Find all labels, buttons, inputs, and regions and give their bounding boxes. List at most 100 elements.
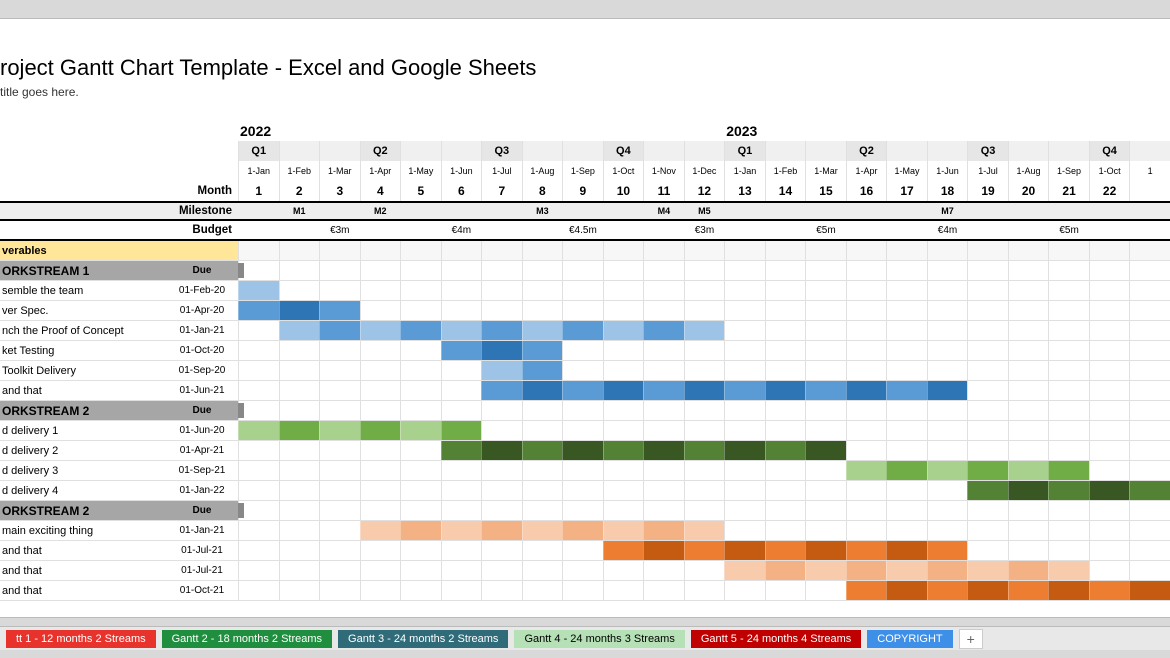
- sheet-tab[interactable]: COPYRIGHT: [867, 630, 952, 648]
- milestone-cell: M7: [927, 203, 968, 219]
- sheet-tabs: tt 1 - 12 months 2 Streams Gantt 2 - 18 m…: [0, 626, 1170, 650]
- budget-cell: [765, 221, 806, 239]
- milestone-cell: [1089, 203, 1130, 219]
- workstream-header: ORKSTREAM 1Due: [0, 261, 1170, 281]
- date-cell: 1-Sep: [562, 161, 603, 181]
- budget-cell: €5m: [805, 221, 846, 239]
- sheet-tab[interactable]: Gantt 4 - 24 months 3 Streams: [514, 630, 684, 648]
- task-row[interactable]: and that01-Oct-21: [0, 581, 1170, 601]
- milestone-cell: [1048, 203, 1089, 219]
- task-row[interactable]: semble the team01-Feb-20: [0, 281, 1170, 301]
- year-label: 2023: [726, 123, 757, 139]
- task-row[interactable]: ket Testing01-Oct-20: [0, 341, 1170, 361]
- task-row[interactable]: and that01-Jul-21: [0, 561, 1170, 581]
- quarter-cell: Q4: [1089, 141, 1130, 161]
- task-row[interactable]: nch the Proof of Concept01-Jan-21: [0, 321, 1170, 341]
- budget-cell: €3m: [684, 221, 725, 239]
- milestone-cell: M3: [522, 203, 563, 219]
- month-num-cell: 21: [1048, 181, 1089, 201]
- spreadsheet-canvas: roject Gantt Chart Template - Excel and …: [0, 18, 1170, 618]
- date-cell: 1-May: [886, 161, 927, 181]
- date-cell: 1-Nov: [643, 161, 684, 181]
- quarter-cell: [643, 141, 684, 161]
- quarter-cell: [1008, 141, 1049, 161]
- budget-cell: [886, 221, 927, 239]
- workstream-stub: [238, 263, 244, 278]
- task-row[interactable]: d delivery 301-Sep-21: [0, 461, 1170, 481]
- budget-cell: [400, 221, 441, 239]
- month-num-cell: 18: [927, 181, 968, 201]
- milestone-cell: [765, 203, 806, 219]
- date-cell: 1: [1129, 161, 1170, 181]
- page-title: roject Gantt Chart Template - Excel and …: [0, 55, 1170, 81]
- milestone-cell: [1008, 203, 1049, 219]
- quarter-cell: Q3: [967, 141, 1008, 161]
- sheet-tab[interactable]: tt 1 - 12 months 2 Streams: [6, 630, 156, 648]
- title-area: roject Gantt Chart Template - Excel and …: [0, 19, 1170, 99]
- milestone-cell: [441, 203, 482, 219]
- month-num-cell: 22: [1089, 181, 1130, 201]
- sheet-tab[interactable]: Gantt 2 - 18 months 2 Streams: [162, 630, 332, 648]
- task-row[interactable]: d delivery 101-Jun-20: [0, 421, 1170, 441]
- task-row[interactable]: and that01-Jun-21: [0, 381, 1170, 401]
- date-cell: 1-Jul: [481, 161, 522, 181]
- milestone-cell: [603, 203, 644, 219]
- quarter-cell: [441, 141, 482, 161]
- date-cell: 1-Apr: [846, 161, 887, 181]
- task-row[interactable]: d delivery 401-Jan-22: [0, 481, 1170, 501]
- milestone-cell: [805, 203, 846, 219]
- month-num-cell: 8: [522, 181, 563, 201]
- year-label: 2022: [240, 123, 271, 139]
- budget-cell: [643, 221, 684, 239]
- task-row[interactable]: and that01-Jul-21: [0, 541, 1170, 561]
- month-num-cell: 15: [805, 181, 846, 201]
- date-row: 1-Jan1-Feb1-Mar1-Apr1-May1-Jun1-Jul1-Aug…: [0, 161, 1170, 181]
- sheet-tab[interactable]: Gantt 3 - 24 months 2 Streams: [338, 630, 508, 648]
- date-cell: 1-Feb: [765, 161, 806, 181]
- month-num-cell: 2: [279, 181, 320, 201]
- budget-cell: €3m: [319, 221, 360, 239]
- workstream-header: ORKSTREAM 2Due: [0, 401, 1170, 421]
- quarter-cell: [522, 141, 563, 161]
- task-row[interactable]: Toolkit Delivery01-Sep-20: [0, 361, 1170, 381]
- month-num-cell: 17: [886, 181, 927, 201]
- sheet-tab[interactable]: Gantt 5 - 24 months 4 Streams: [691, 630, 861, 648]
- month-num-cell: 19: [967, 181, 1008, 201]
- milestone-cell: [238, 203, 279, 219]
- budget-cell: [481, 221, 522, 239]
- quarter-cell: [1048, 141, 1089, 161]
- milestone-cell: [886, 203, 927, 219]
- quarter-cell: Q3: [481, 141, 522, 161]
- quarter-cell: [886, 141, 927, 161]
- milestone-cell: [724, 203, 765, 219]
- quarter-cell: Q1: [724, 141, 765, 161]
- quarter-cell: [927, 141, 968, 161]
- quarter-cell: [805, 141, 846, 161]
- budget-cell: €4.5m: [562, 221, 603, 239]
- month-num-cell: 11: [643, 181, 684, 201]
- add-sheet-button[interactable]: +: [959, 629, 983, 649]
- budget-cell: [522, 221, 563, 239]
- milestone-cell: M5: [684, 203, 725, 219]
- milestone-cell: [319, 203, 360, 219]
- milestone-cell: [846, 203, 887, 219]
- milestone-cell: [481, 203, 522, 219]
- task-row[interactable]: main exciting thing01-Jan-21: [0, 521, 1170, 541]
- date-cell: 1-Sep: [1048, 161, 1089, 181]
- quarter-cell: [400, 141, 441, 161]
- budget-cell: €4m: [441, 221, 482, 239]
- task-row[interactable]: ver Spec.01-Apr-20: [0, 301, 1170, 321]
- quarter-cell: [319, 141, 360, 161]
- quarter-cell: Q2: [846, 141, 887, 161]
- quarter-cell: [765, 141, 806, 161]
- month-num-cell: 13: [724, 181, 765, 201]
- task-row[interactable]: d delivery 201-Apr-21: [0, 441, 1170, 461]
- budget-cell: [603, 221, 644, 239]
- month-num-cell: 4: [360, 181, 401, 201]
- quarter-cell: [1129, 141, 1170, 161]
- milestone-cell: [1129, 203, 1170, 219]
- quarter-cell: Q4: [603, 141, 644, 161]
- month-num-cell: 5: [400, 181, 441, 201]
- milestone-row: MilestoneM1M2M3M4M5M7: [0, 201, 1170, 221]
- month-num-cell: 10: [603, 181, 644, 201]
